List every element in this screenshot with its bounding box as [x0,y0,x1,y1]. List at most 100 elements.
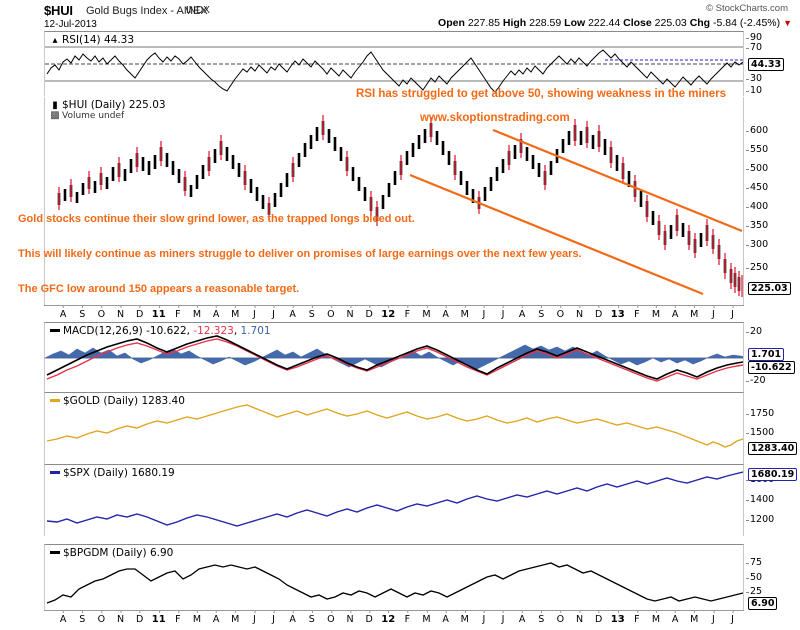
x-axis-tick: O [98,305,105,320]
x-axis-tick: 12 [381,305,395,320]
x-axis-tick-mark [254,610,256,613]
bpgdm-ytick: 25 [745,586,763,597]
x-axis-tick-mark [349,305,351,308]
x-axis-tick-mark [541,610,543,613]
x-axis-tick: A [442,610,449,625]
x-axis-tick-mark [598,305,600,308]
x-axis-tick: D [136,305,143,320]
x-axis-tick-mark [139,305,141,308]
macd-current-value-box: -10.622 [748,361,795,374]
rsi-indicator-icon: ▴ [52,35,58,46]
x-axis-tick: D [365,610,373,625]
rsi-svg [45,46,743,93]
macd-signal-value: -12.323 [193,325,234,337]
x-axis-tick: A [213,305,219,320]
hui-trendlines [409,128,743,296]
x-axis-tick-mark [177,305,179,308]
x-axis-tick-mark [713,305,715,308]
x-axis-tick: S [309,305,315,320]
macd-panel-label: MACD(12,26,9) -10.622, -12.323, 1.701 [50,325,271,337]
x-axis-tick: J [731,610,734,625]
macd-y-axis: 20 1.701 -10.622 -20 [745,322,800,392]
close-label: Close [623,17,652,29]
gold-current-value-box: 1283.40 [748,442,798,455]
x-axis-tick: M [652,305,660,320]
upper-channel-line [492,128,743,233]
x-axis-tick-mark [560,610,562,613]
spx-line-color-swatch [50,470,60,474]
x-axis-tick-mark [579,305,581,308]
x-axis-tick: 11 [152,610,166,625]
macd-ytick: -20 [746,375,766,386]
hui-current-value-box: 225.03 [748,282,791,295]
x-axis-tick-mark [158,305,160,308]
gold-plot [45,393,743,464]
rsi-plot [45,32,743,96]
panel-rsi: ▴ RSI(14) 44.33 [44,31,744,96]
macd-label-text: MACD(12,26,9) [63,325,143,337]
x-axis-tick: M [690,305,698,320]
chg-label: Chg [689,17,711,29]
x-axis-tick: M [231,610,239,625]
spx-plot [45,465,743,536]
hui-ytick: 300 [745,239,769,250]
x-axis-tick: J [482,610,485,625]
x-axis-tick: M [193,610,201,625]
x-axis-tick-mark [713,610,715,613]
x-axis-tick: O [98,610,105,625]
spx-label-text: $SPX (Daily) [63,467,128,479]
x-axis-tick-mark [636,610,638,613]
bpgdm-label-text: $BPGDM (Daily) [63,547,147,559]
annotation-line-1: Gold stocks continue their slow grind lo… [18,213,415,225]
x-axis-tick-mark [292,305,294,308]
x-axis-tick: J [272,610,275,625]
x-axis-bottom: A S O N D 11 F M A M J J A S O N D 12 F M A M J J A S O N D 13 F M A M J J [44,610,744,626]
x-axis-tick-mark [254,305,256,308]
x-axis-tick-mark [82,305,84,308]
x-axis-tick-mark [503,610,505,613]
hui-panel-label: ▮ $HUI (Daily) 225.03 ▩ Volume undef [50,99,166,121]
x-axis-tick: J [712,305,715,320]
x-axis-tick: J [253,610,256,625]
x-axis-tick: M [231,305,239,320]
down-arrow-icon: ▼ [783,18,792,28]
x-axis-tick-mark [732,305,734,308]
hui-volume-text: Volume undef [62,111,125,121]
bpgdm-y-axis: 75 50 25 6.90 [745,544,800,610]
x-axis-tick-mark [388,305,390,308]
macd-histogram-value-box: 1.701 [748,348,785,361]
macd-ytick: 20 [745,326,763,337]
x-axis-tick: J [272,305,275,320]
hui-y-axis: 600 550 500 450 400 350 300 250 225.03 [745,97,800,305]
x-axis-tick-mark [196,610,198,613]
spx-current-value-box: 1680.19 [748,468,798,481]
spx-y-axis: 1600 1680.19 1400 1200 [745,464,800,536]
x-axis-tick: M [652,610,660,625]
macd-plot [45,323,743,392]
x-axis-tick: J [712,610,715,625]
x-axis-tick-mark [369,305,371,308]
x-axis-tick-mark [158,610,160,613]
x-axis-tick: J [253,305,256,320]
x-axis-tick: N [346,610,354,625]
x-axis-tick-mark [101,610,103,613]
x-axis-tick-mark [369,610,371,613]
x-axis-tick-mark [311,305,313,308]
x-axis-tick: D [595,610,602,625]
candlestick-icon: ▮ [52,100,58,111]
hui-label-value: 225.03 [128,99,166,111]
spx-svg [46,471,743,527]
x-axis-tick-mark [426,305,428,308]
x-axis-tick-mark [216,305,218,308]
x-axis-tick-mark [235,610,237,613]
x-axis-tick-mark [445,610,447,613]
x-axis-tick: O [557,610,564,625]
x-axis-tick: J [482,305,485,320]
x-axis-tick-mark [694,610,696,613]
gold-ytick: 1500 [745,427,775,438]
x-axis-tick: A [289,305,296,320]
x-axis-tick-mark [82,610,84,613]
spx-ytick: 1200 [745,514,775,525]
x-axis-tick-mark [445,305,447,308]
macd-histogram-value: 1.701 [240,325,271,337]
